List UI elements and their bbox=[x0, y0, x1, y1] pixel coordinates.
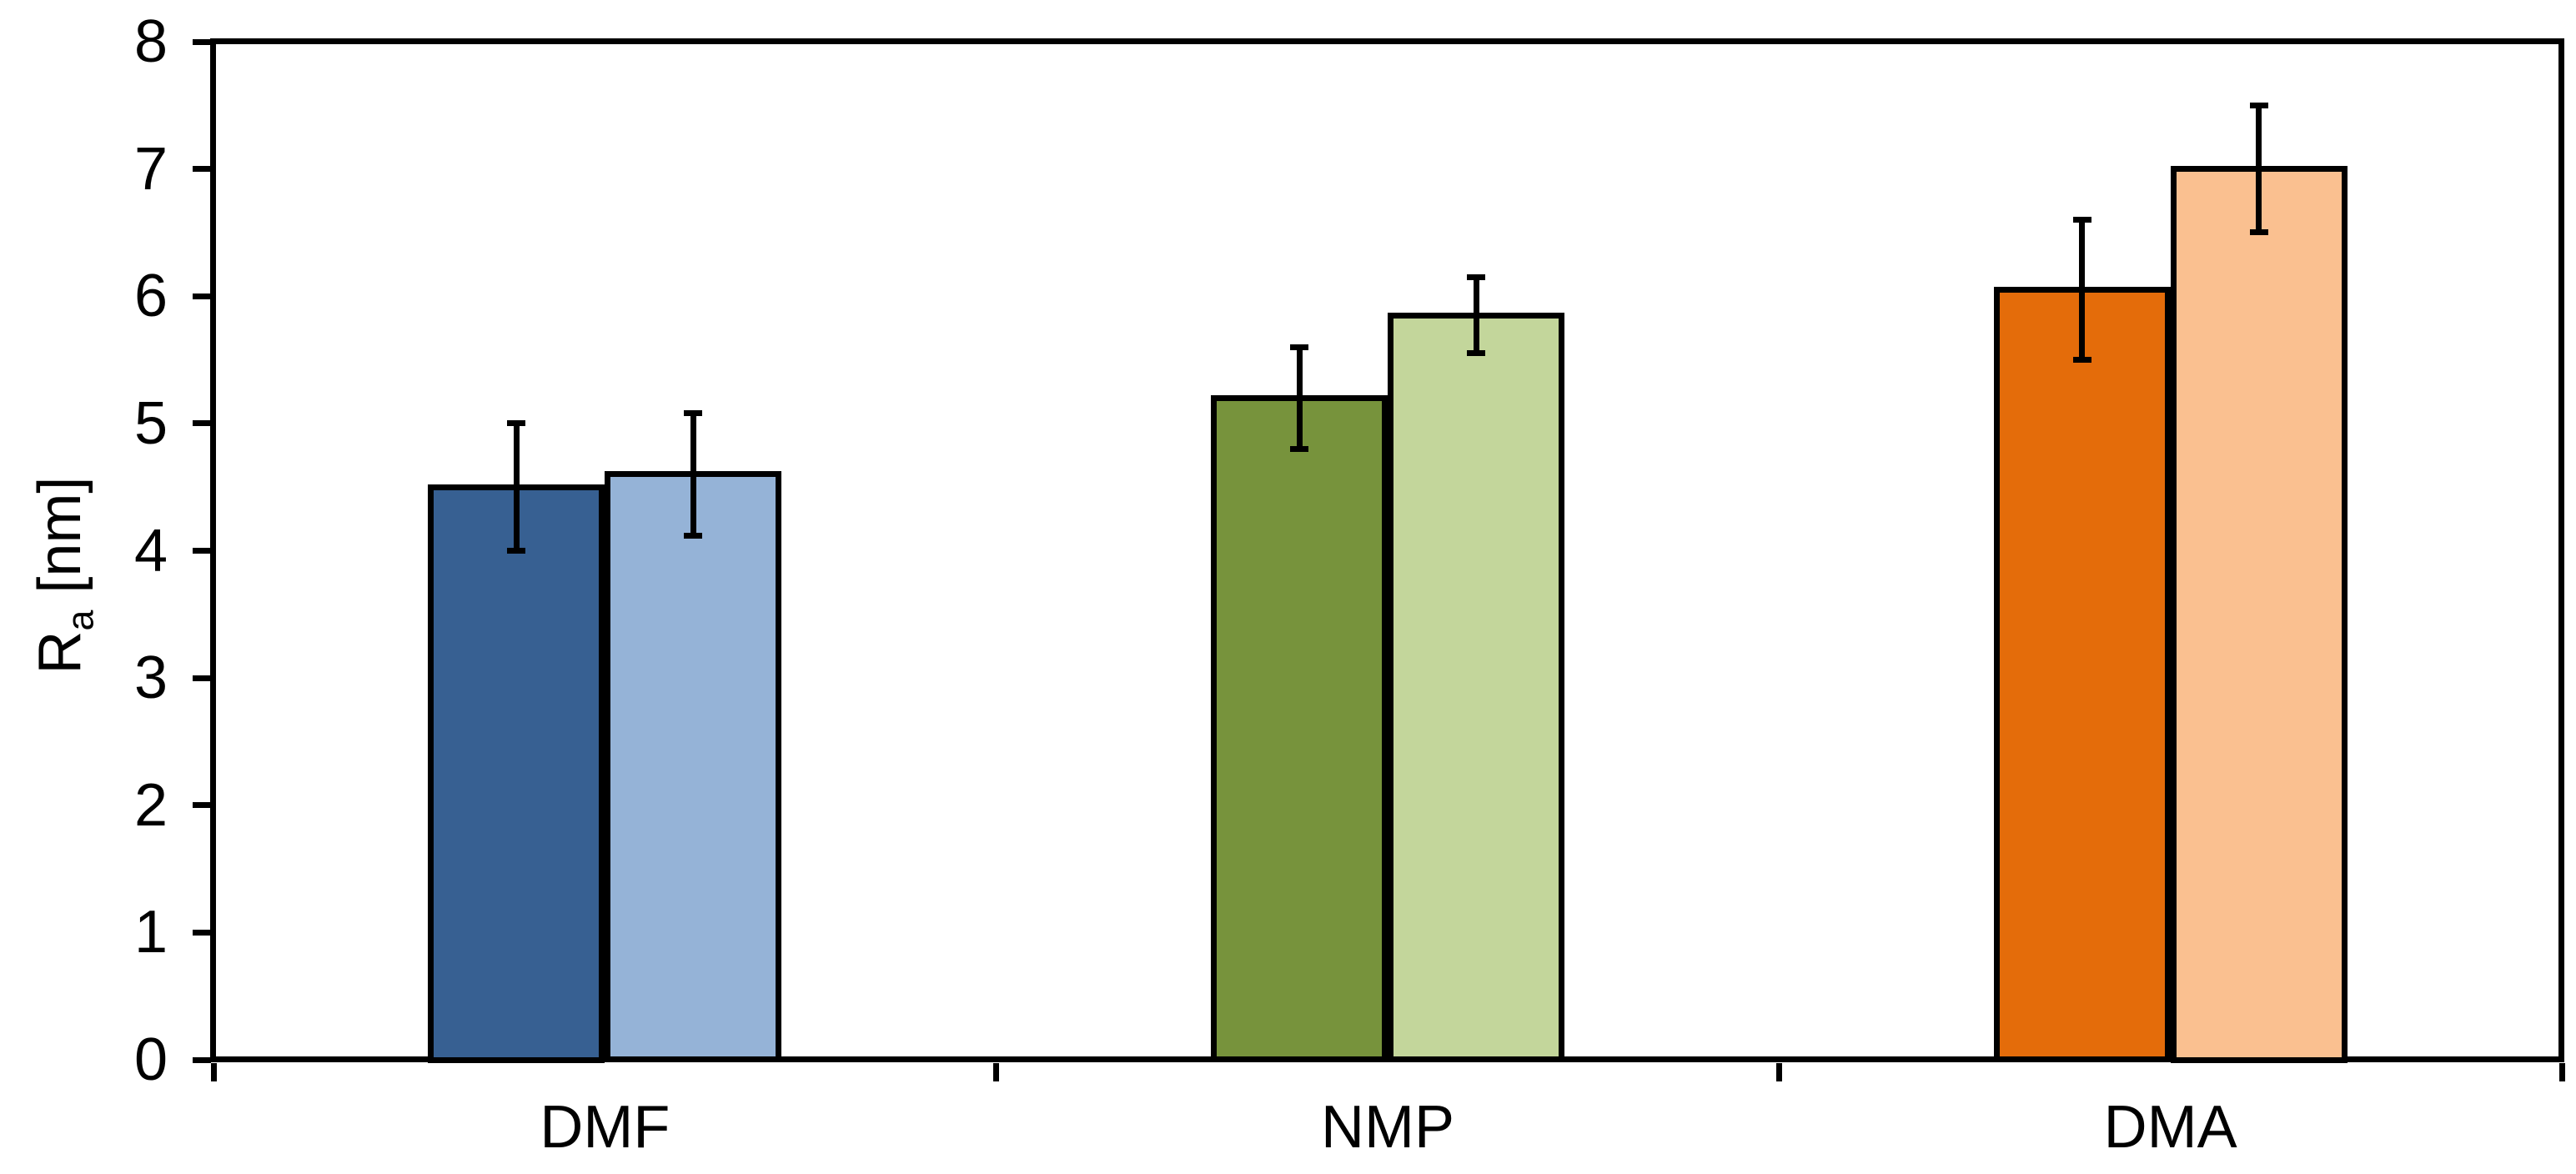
error-bar-nmp-series-1 bbox=[1296, 347, 1303, 449]
y-axis-tick-label: 1 bbox=[133, 899, 168, 966]
category-label-dmf: DMF bbox=[540, 1094, 670, 1161]
error-bar-cap-bottom bbox=[1290, 445, 1308, 452]
error-bar-cap-bottom bbox=[2072, 357, 2091, 364]
y-axis-title-subscript: a bbox=[60, 610, 102, 631]
error-bar-nmp-series-2 bbox=[1473, 277, 1479, 354]
x-axis-tick bbox=[993, 1062, 1000, 1081]
category-label-dma: DMA bbox=[2103, 1094, 2237, 1161]
bar-nmp-series-2 bbox=[1388, 312, 1564, 1063]
error-bar-cap-bottom bbox=[507, 548, 526, 554]
error-bar-cap-top bbox=[2072, 217, 2091, 223]
error-bar-cap-bottom bbox=[1467, 350, 1485, 357]
bar-dmf-series-2 bbox=[605, 471, 782, 1063]
y-axis-tick-label: 8 bbox=[133, 8, 168, 75]
bar-dmf-series-1 bbox=[428, 484, 605, 1063]
x-axis-tick bbox=[210, 1062, 217, 1081]
y-axis-tick bbox=[192, 802, 211, 809]
error-bar-dma-series-2 bbox=[2256, 105, 2262, 233]
error-bar-cap-top bbox=[2249, 102, 2268, 108]
bar-dma-series-2 bbox=[2170, 166, 2348, 1063]
error-bar-dmf-series-1 bbox=[513, 423, 520, 551]
y-axis-tick-label: 3 bbox=[133, 645, 168, 712]
y-axis-tick bbox=[192, 929, 211, 936]
error-bar-cap-bottom bbox=[2249, 229, 2268, 236]
bar-dma-series-1 bbox=[1993, 287, 2171, 1063]
error-bar-dma-series-1 bbox=[2079, 219, 2086, 360]
y-axis-tick bbox=[192, 293, 211, 299]
bar-nmp-series-1 bbox=[1211, 394, 1388, 1063]
x-axis-tick bbox=[2558, 1062, 2565, 1081]
y-axis-tick bbox=[192, 675, 211, 681]
error-bar-cap-top bbox=[1467, 273, 1485, 280]
y-axis-tick-label: 4 bbox=[133, 517, 168, 584]
y-axis-tick-label: 6 bbox=[133, 263, 168, 330]
y-axis-tick bbox=[192, 1056, 211, 1063]
error-bar-cap-top bbox=[1290, 344, 1308, 350]
y-axis-tick-label: 2 bbox=[133, 771, 168, 839]
y-axis-tick bbox=[192, 38, 211, 45]
error-bar-cap-top bbox=[684, 410, 703, 417]
y-axis-tick-label: 5 bbox=[133, 389, 168, 457]
y-axis-tick-label: 7 bbox=[133, 135, 168, 203]
y-axis-tick-label: 0 bbox=[133, 1026, 168, 1093]
x-axis-tick bbox=[1775, 1062, 1782, 1081]
error-bar-cap-top bbox=[507, 420, 526, 427]
category-label-nmp: NMP bbox=[1321, 1094, 1454, 1161]
error-bar-dmf-series-2 bbox=[690, 413, 696, 536]
y-axis-tick bbox=[192, 548, 211, 554]
y-axis-tick bbox=[192, 420, 211, 427]
y-axis-tick bbox=[192, 166, 211, 173]
error-bar-cap-bottom bbox=[684, 532, 703, 539]
